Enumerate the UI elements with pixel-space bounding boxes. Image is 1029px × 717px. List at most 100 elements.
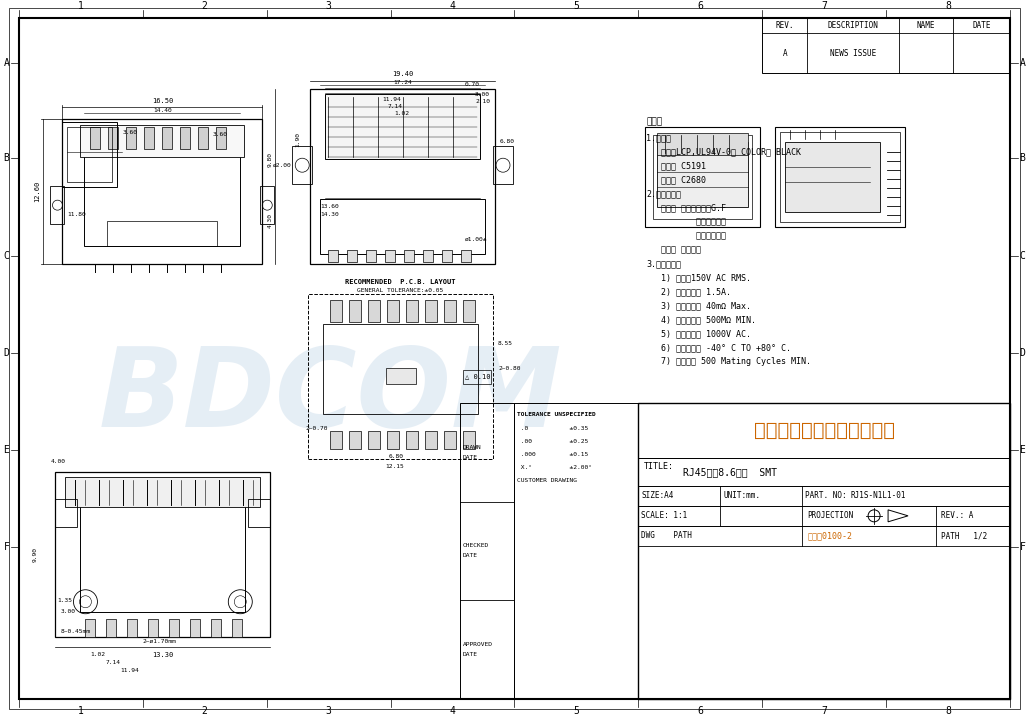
Text: 9.90: 9.90 [33, 547, 38, 562]
Bar [63, 123, 117, 187]
Text: 8~0.45mm: 8~0.45mm [61, 630, 91, 635]
Text: 1: 1 [77, 1, 83, 11]
Bar [260, 186, 275, 224]
Text: REV.: REV. [776, 22, 794, 30]
Text: CHECKED: CHECKED [463, 543, 489, 549]
Bar [785, 142, 880, 212]
Bar [108, 127, 118, 149]
Text: 6: 6 [698, 706, 704, 716]
Text: 14.40: 14.40 [153, 108, 172, 113]
Bar [68, 127, 112, 182]
Text: 编码：0100-2: 编码：0100-2 [807, 531, 852, 541]
Text: 12.15: 12.15 [386, 465, 404, 470]
Text: RECOMMENDED  P.C.B. LAYOUT: RECOMMENDED P.C.B. LAYOUT [346, 279, 456, 285]
Text: DATE: DATE [972, 22, 991, 30]
Text: 6.80: 6.80 [500, 139, 516, 144]
Bar [463, 371, 491, 384]
Text: E: E [3, 445, 9, 455]
Text: DATE: DATE [463, 652, 477, 657]
Text: C: C [3, 251, 9, 260]
Bar [404, 250, 414, 262]
Text: 外壳： C2680: 外壳： C2680 [646, 176, 707, 185]
Text: 14.30: 14.30 [320, 212, 339, 217]
Bar [330, 300, 343, 322]
Text: 1.90: 1.90 [295, 132, 300, 147]
Bar [425, 300, 437, 322]
Bar [84, 156, 241, 246]
Text: E: E [1020, 445, 1026, 455]
Bar [85, 619, 96, 637]
Bar [775, 127, 904, 227]
Bar [780, 132, 899, 222]
Bar [638, 506, 1010, 526]
Text: C: C [1020, 251, 1026, 260]
Text: 12.60: 12.60 [35, 181, 40, 202]
Bar [657, 133, 748, 155]
Text: APPROVED: APPROVED [463, 642, 493, 647]
Text: 3.00: 3.00 [475, 92, 490, 97]
Text: 3.60: 3.60 [122, 130, 138, 135]
Text: 7: 7 [821, 706, 827, 716]
Text: 2.10: 2.10 [475, 99, 490, 104]
Text: 端子： 接触区域镖金G.F: 端子： 接触区域镖金G.F [646, 204, 726, 213]
Text: 3: 3 [325, 706, 331, 716]
Bar [170, 619, 179, 637]
Bar [63, 119, 262, 264]
Text: NEWS ISSUE: NEWS ISSUE [829, 49, 876, 58]
Bar [638, 526, 1010, 546]
Bar [461, 250, 471, 262]
Text: 17.24: 17.24 [393, 80, 412, 85]
Text: 1) 电压：150V AC RMS.: 1) 电压：150V AC RMS. [646, 274, 751, 282]
Text: 1.材质：: 1.材质： [646, 134, 672, 143]
Bar [349, 300, 361, 322]
Text: 7: 7 [821, 1, 827, 11]
Text: 全部区域镖底: 全部区域镖底 [646, 232, 726, 241]
Bar [387, 300, 399, 322]
Bar [107, 221, 217, 246]
Bar [180, 127, 190, 149]
Text: X.°          ±2.00°: X.° ±2.00° [518, 465, 593, 470]
Bar [368, 431, 380, 449]
Bar [386, 369, 416, 384]
Text: 4: 4 [450, 1, 456, 11]
Bar [144, 127, 154, 149]
Text: 8: 8 [946, 706, 952, 716]
Bar [310, 90, 495, 264]
Text: 2~0.80: 2~0.80 [498, 366, 521, 371]
Text: 7) 耐久性： 500 Mating Cycles MIN.: 7) 耐久性： 500 Mating Cycles MIN. [646, 358, 812, 366]
Text: 5) 绣缘耐压： 1000V AC.: 5) 绣缘耐压： 1000V AC. [646, 330, 751, 338]
Bar [652, 136, 752, 219]
Text: NAME: NAME [917, 22, 935, 30]
Bar [460, 403, 514, 698]
Text: F: F [3, 542, 9, 552]
Bar [445, 431, 456, 449]
Bar [211, 619, 221, 637]
Text: 焊锡区域镖锡: 焊锡区域镖锡 [646, 218, 726, 227]
Bar [328, 250, 339, 262]
Text: 11.80: 11.80 [68, 212, 86, 217]
Bar [320, 199, 485, 254]
Bar [347, 250, 357, 262]
Text: 4: 4 [450, 706, 456, 716]
Text: 7.14: 7.14 [388, 104, 402, 109]
Text: 3.性能说明：: 3.性能说明： [646, 260, 681, 269]
Bar [493, 146, 513, 184]
Bar [66, 477, 260, 507]
Bar [148, 619, 158, 637]
Bar [645, 127, 759, 227]
Bar [128, 619, 138, 637]
Text: 说明：: 说明： [646, 118, 663, 127]
Text: 11.94: 11.94 [383, 97, 401, 102]
Bar [463, 431, 475, 449]
Bar [463, 300, 475, 322]
Text: 4.00: 4.00 [50, 460, 66, 465]
Text: .0           ±0.35: .0 ±0.35 [518, 427, 589, 432]
Text: 9.80: 9.80 [268, 152, 273, 167]
Text: 8.55: 8.55 [498, 341, 513, 346]
Text: PATH   1/2: PATH 1/2 [942, 531, 987, 541]
Text: 2.电镖说明：: 2.电镖说明： [646, 190, 681, 199]
Text: 4) 绣缘电阔： 500MΩ MIN.: 4) 绣缘电阔： 500MΩ MIN. [646, 315, 756, 325]
Text: A: A [1020, 58, 1026, 68]
Text: 5: 5 [573, 706, 579, 716]
Text: GENERAL TOLERANCE:±0.05: GENERAL TOLERANCE:±0.05 [357, 288, 443, 293]
